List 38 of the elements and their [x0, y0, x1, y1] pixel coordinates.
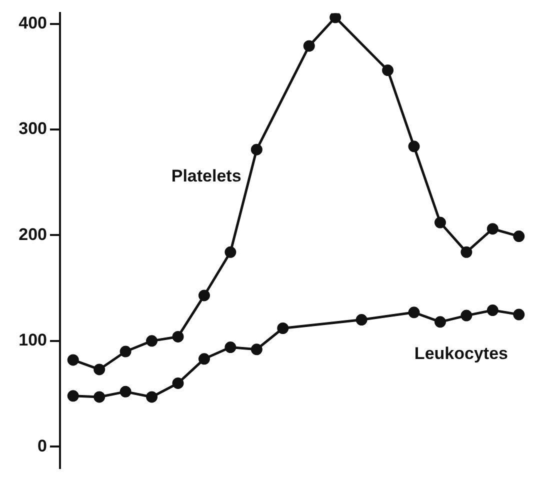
point	[198, 290, 210, 302]
point	[434, 316, 446, 328]
point	[303, 40, 315, 52]
point	[513, 230, 525, 242]
y-tick-label: 400	[18, 13, 47, 32]
point	[146, 335, 158, 347]
point	[250, 344, 262, 356]
point	[120, 346, 132, 358]
point	[408, 306, 420, 318]
point	[434, 216, 446, 228]
series-label: Platelets	[171, 166, 242, 186]
point	[67, 354, 79, 366]
point	[198, 353, 210, 365]
point	[250, 144, 262, 156]
point	[224, 342, 236, 354]
point	[120, 386, 132, 398]
point	[224, 246, 236, 258]
point	[172, 330, 184, 342]
point	[94, 364, 106, 376]
y-tick-label: 200	[18, 224, 47, 244]
point	[408, 140, 420, 152]
point	[460, 246, 472, 258]
point	[460, 310, 472, 322]
point	[277, 322, 289, 334]
point	[330, 13, 342, 24]
point	[67, 390, 79, 402]
y-tick-label: 100	[18, 330, 47, 350]
y-tick-label: 300	[18, 119, 47, 138]
y-tick-label: 0	[38, 436, 47, 456]
point	[94, 391, 106, 403]
point	[146, 391, 158, 403]
point	[356, 314, 368, 326]
point	[382, 64, 394, 76]
series-label: Leukocytes	[414, 344, 508, 363]
point	[486, 223, 498, 235]
point	[486, 304, 498, 316]
point	[513, 308, 525, 320]
point	[172, 377, 184, 389]
